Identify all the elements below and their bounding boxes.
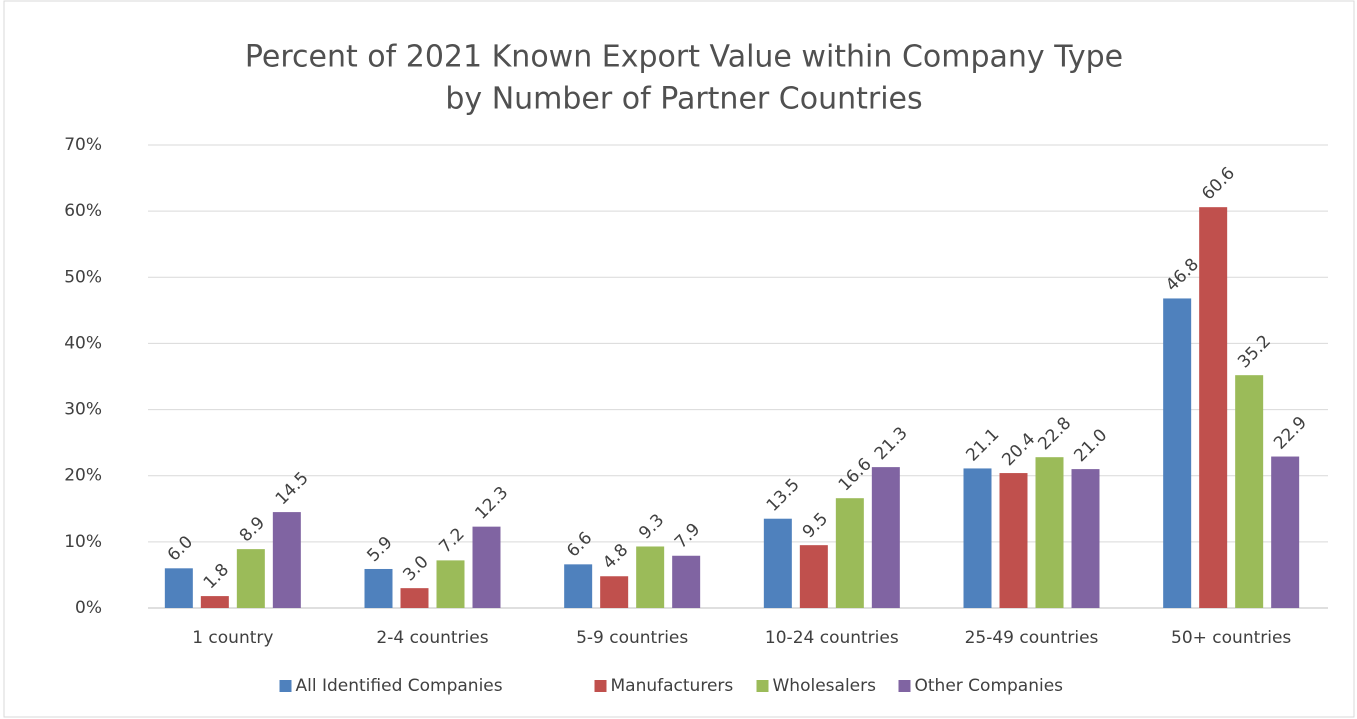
x-tick-label: 10-24 countries [765,628,899,648]
y-tick-label: 20% [64,466,102,486]
bar [999,473,1028,608]
x-tick-label: 1 country [192,628,273,648]
legend-label: Wholesalers [773,676,877,696]
bar [272,512,301,608]
y-tick-label: 30% [64,400,102,420]
legend-label: All Identified Companies [296,676,503,696]
bar [436,560,465,608]
bar [472,526,501,608]
bar [1199,207,1228,608]
bar [636,546,665,608]
bar [564,564,593,608]
bar [672,555,701,608]
bar [200,596,229,608]
bar [1163,298,1192,608]
y-tick-label: 60% [64,201,102,221]
y-tick-label: 40% [64,333,102,353]
bar [1235,375,1264,608]
x-tick-label: 25-49 countries [965,628,1099,648]
bar [963,468,992,608]
bar [364,568,393,608]
y-tick-label: 10% [64,532,102,552]
y-tick-label: 50% [64,267,102,287]
x-tick-label: 2-4 countries [376,628,488,648]
bar [600,576,629,608]
bar [164,568,193,608]
bar [871,467,900,608]
x-tick-label: 5-9 countries [576,628,688,648]
legend-swatch [756,680,769,692]
bar [835,498,864,608]
x-tick-label: 50+ countries [1171,628,1291,648]
bar [1035,457,1064,608]
bar [236,549,265,608]
legend-label: Manufacturers [611,676,734,696]
chart-title: by Number of Partner Countries [445,82,922,117]
legend-swatch [279,680,292,692]
legend-label: Other Companies [915,676,1064,696]
bar [1071,469,1100,608]
bar [1271,456,1300,608]
bar [799,545,828,608]
chart-title: Percent of 2021 Known Export Value withi… [245,40,1123,75]
y-tick-label: 70% [64,135,102,155]
y-tick-label: 0% [75,598,102,618]
legend-swatch [594,680,607,692]
bar [400,588,429,608]
bar [763,518,792,608]
legend-swatch [898,680,911,692]
